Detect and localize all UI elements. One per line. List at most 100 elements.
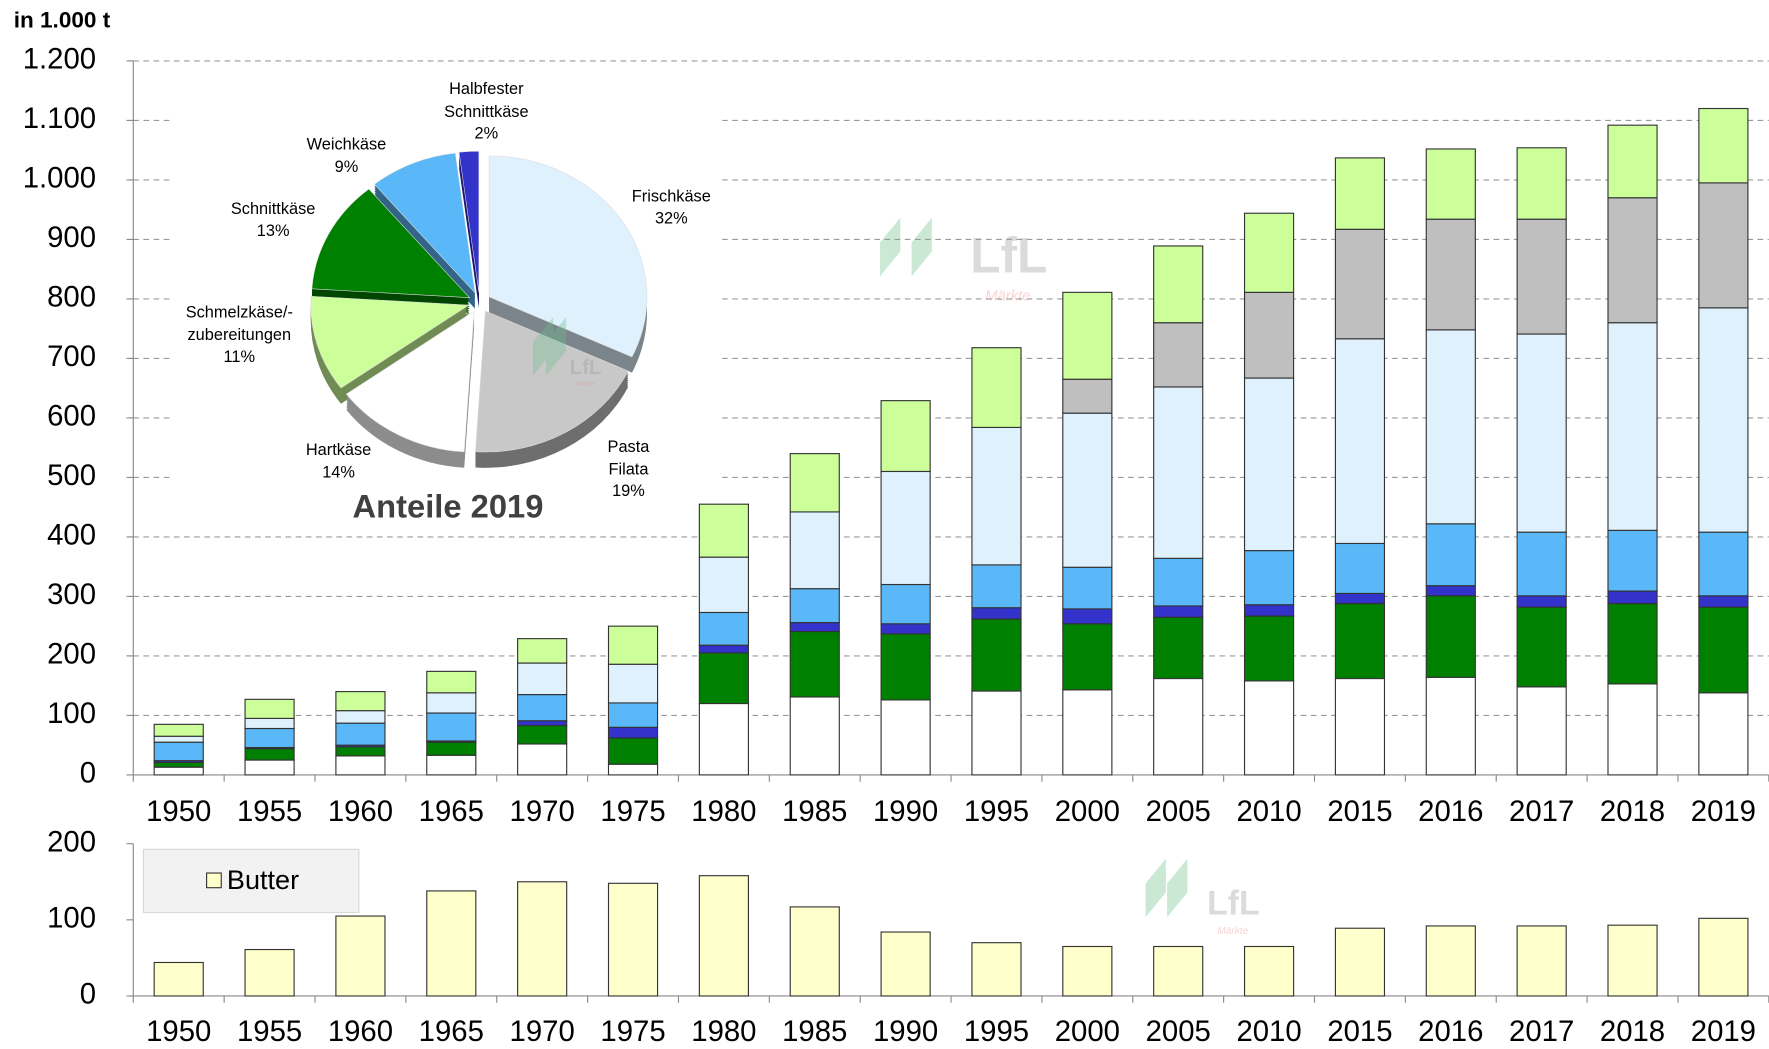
bar-segment — [698, 556, 749, 614]
bar-segment — [971, 564, 1022, 609]
bar-segment — [1607, 924, 1658, 997]
bar-segment — [698, 702, 749, 776]
bar-segment — [971, 607, 1022, 620]
y-tick-label: 0 — [80, 757, 96, 790]
pie-value-label: 13% — [257, 222, 290, 240]
x-tick-label: 1995 — [964, 1015, 1029, 1048]
bar-segment — [1516, 686, 1567, 776]
x-tick-label: 1955 — [237, 1015, 302, 1048]
bar-segment — [1516, 531, 1567, 597]
bar-segment — [244, 727, 295, 749]
bar-segment — [517, 638, 568, 664]
bar-segment — [698, 875, 749, 997]
bar-segment — [1334, 677, 1386, 776]
x-tick-label: 1995 — [964, 795, 1029, 828]
bar-segment — [880, 931, 931, 997]
pie-label: Schnittkäse — [231, 200, 316, 218]
bar-segment — [244, 717, 295, 730]
bar-segment — [971, 426, 1022, 566]
y-tick-label: 400 — [47, 519, 96, 552]
bar-segment — [153, 735, 204, 743]
pie-value-label: 19% — [612, 482, 645, 500]
bar-segment — [153, 723, 204, 737]
bar-segment — [1698, 107, 1749, 184]
bar-segment — [1425, 585, 1476, 597]
bar-segment — [335, 691, 386, 712]
bar-segment — [335, 915, 386, 997]
x-tick-label: 2015 — [1327, 1015, 1392, 1048]
bar-segment — [1153, 386, 1204, 559]
x-tick-label: 1950 — [146, 1015, 211, 1048]
bar-segment — [1425, 218, 1476, 331]
pie-slice — [310, 295, 470, 389]
bar-segment — [698, 644, 749, 654]
bar-segment — [1334, 157, 1386, 230]
bar-segment — [426, 890, 477, 997]
y-tick-label: 0 — [80, 978, 96, 1011]
y-tick-label: 500 — [47, 459, 96, 492]
bar-segment — [335, 746, 386, 757]
bar-segment — [789, 588, 840, 624]
bar-segment — [1062, 623, 1113, 691]
bar-segment — [1516, 333, 1567, 533]
watermark-sub: Märkte — [576, 381, 595, 388]
bar-segment — [1153, 245, 1204, 324]
y-tick-label: 100 — [47, 697, 96, 730]
pie-title: Anteile 2019 — [353, 487, 544, 524]
bar-segment — [1698, 182, 1749, 309]
bar-segment — [698, 652, 749, 705]
bar-segment — [1243, 377, 1295, 552]
pie-label: Schmelzkäse/-zubereitungen — [186, 304, 293, 345]
bar-segment — [1243, 604, 1295, 617]
bar-segment — [1516, 147, 1567, 220]
y-axis-label: in 1.000 t — [14, 7, 111, 32]
bar-segment — [517, 743, 568, 776]
y-tick-label: 100 — [47, 902, 96, 935]
x-tick-label: 1960 — [328, 795, 393, 828]
watermark-sub: Märkte — [1217, 926, 1248, 937]
x-tick-label: 1960 — [328, 1015, 393, 1048]
x-tick-label: 2018 — [1600, 795, 1665, 828]
bar-segment — [698, 611, 749, 646]
legend-box — [142, 848, 360, 914]
bar-segment — [517, 724, 568, 745]
bar-segment — [1334, 602, 1386, 680]
bar-segment — [1334, 338, 1386, 545]
bar-segment — [971, 618, 1022, 692]
bar-segment — [1425, 523, 1476, 587]
pie-slice — [488, 155, 648, 358]
bar-segment — [1334, 542, 1386, 594]
watermark-logo — [1145, 858, 1188, 918]
pie-label: Halbfester Schnittkäse — [444, 81, 528, 122]
watermark: LfL Märkte — [1145, 858, 1260, 937]
bar-segment — [789, 511, 840, 590]
bar-segment — [1153, 677, 1204, 776]
watermark-text: LfL — [1207, 885, 1260, 923]
x-tick-label: 1990 — [873, 795, 938, 828]
bar-segment — [153, 741, 204, 762]
x-tick-label: 2015 — [1327, 795, 1392, 828]
pie-value-label: 9% — [335, 158, 359, 176]
pie-label: Hartkäse — [306, 441, 371, 459]
x-tick-label: 1970 — [510, 1015, 575, 1048]
bar-segment — [880, 699, 931, 776]
bar-segment — [607, 737, 659, 765]
pie-value-label: 32% — [655, 210, 688, 228]
pie-slice — [475, 310, 629, 453]
bar-segment — [880, 400, 931, 473]
pie-slice — [345, 310, 475, 453]
bar-segment — [244, 948, 295, 997]
bar-segment — [1425, 595, 1476, 678]
bar-segment — [1334, 927, 1386, 997]
watermark-sub: Märkte — [985, 289, 1030, 305]
x-tick-label: 2019 — [1691, 1015, 1756, 1048]
bar-segment — [789, 622, 840, 633]
x-tick-label: 2010 — [1236, 1015, 1301, 1048]
bar-segment — [1607, 529, 1658, 592]
x-tick-label: 1950 — [146, 795, 211, 828]
bar-segment — [698, 503, 749, 558]
bar-segment — [426, 754, 477, 776]
bar-segment — [1425, 925, 1476, 997]
bar-segment — [244, 748, 295, 761]
x-tick-label: 2010 — [1236, 795, 1301, 828]
